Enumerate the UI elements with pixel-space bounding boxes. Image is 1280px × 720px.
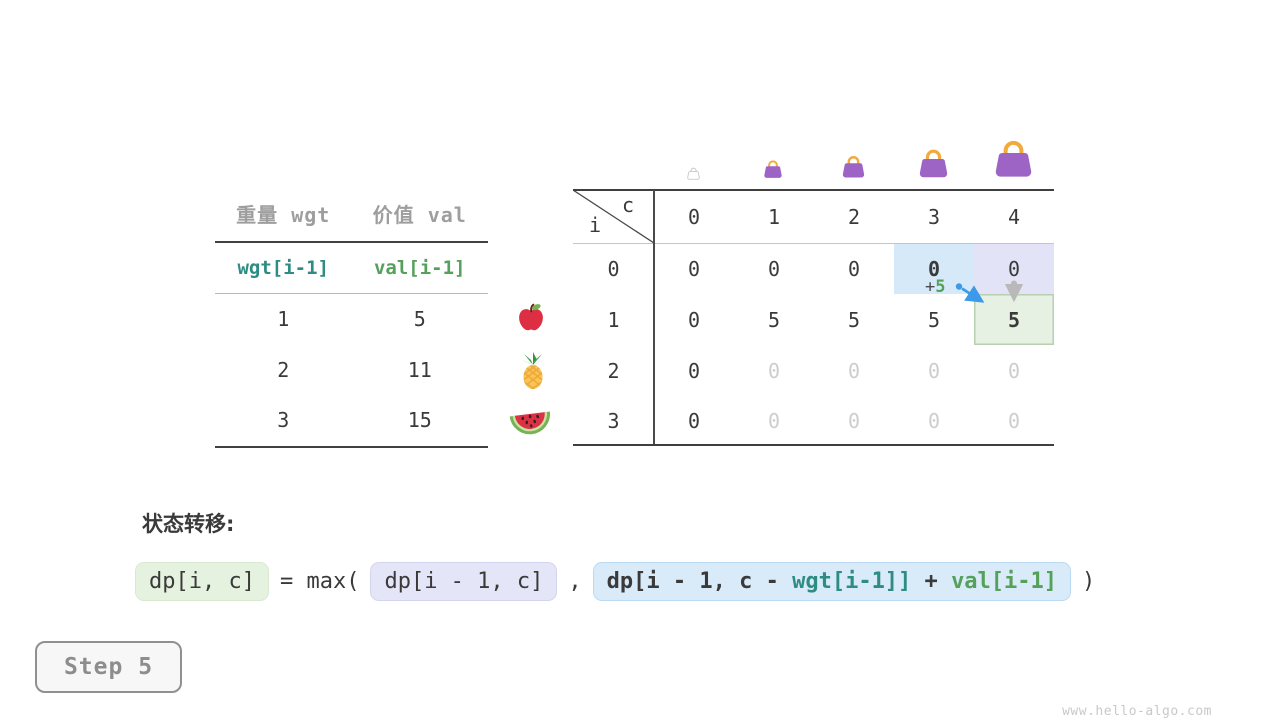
step-indicator: Step 5 bbox=[35, 641, 182, 693]
dp-cell-i2-c2: 0 bbox=[847, 358, 861, 383]
dp-corner-cell: c i bbox=[573, 190, 654, 243]
items-table-cell: 15 bbox=[407, 408, 432, 433]
dp-cell-i1-c2: 5 bbox=[847, 307, 861, 332]
plus-sign: + bbox=[925, 277, 936, 297]
dp-cell-i1-c3: 5 bbox=[927, 307, 941, 332]
items-table-header-weight: 重量 wgt bbox=[236, 203, 331, 227]
dp-col-header: 3 bbox=[927, 204, 941, 229]
dp-cell-i3-c0: 0 bbox=[687, 409, 701, 433]
bag-icon bbox=[991, 136, 1036, 183]
formula-close-paren: ) bbox=[1082, 568, 1096, 594]
corner-row-label: i bbox=[589, 213, 602, 237]
dp-col-header: 0 bbox=[687, 204, 701, 229]
dp-row-header: 0 bbox=[607, 256, 620, 281]
formula-arg2-val: val[i-1] bbox=[951, 568, 1058, 594]
wgt-index-label: wgt[i-1] bbox=[237, 257, 329, 279]
transition-value-label: +5 bbox=[925, 279, 946, 296]
items-table-cell: 5 bbox=[413, 307, 426, 332]
items-table-header-value: 价值 val bbox=[372, 203, 467, 227]
dp-cell-i0-c0: 0 bbox=[687, 256, 701, 281]
watermark: www.hello-algo.com bbox=[1062, 704, 1212, 719]
dp-cell-i0-c1: 0 bbox=[767, 256, 781, 281]
apple-icon bbox=[514, 301, 548, 339]
items-table-cell: 2 bbox=[277, 357, 290, 382]
items-table-cell: 1 bbox=[277, 307, 290, 332]
state-transition-formula: dp[i, c] = max( dp[i - 1, c] , dp[i - 1,… bbox=[135, 559, 1095, 603]
dp-cell-i3-c4: 0 bbox=[1007, 409, 1021, 433]
val-index-label: val[i-1] bbox=[373, 257, 466, 279]
dp-col-header: 2 bbox=[847, 204, 861, 229]
dp-row-header: 1 bbox=[607, 307, 620, 332]
bag-icon bbox=[916, 146, 951, 183]
dp-cell-i2-c4: 0 bbox=[1007, 358, 1021, 383]
dp-cell-i3-c2: 0 bbox=[847, 409, 861, 433]
items-table-header: 重量 wgt 价值 val bbox=[215, 186, 488, 243]
pineapple-icon bbox=[515, 351, 551, 395]
capacity-bags bbox=[573, 119, 1054, 180]
dp-cell-i3-c3: 0 bbox=[927, 409, 941, 433]
dp-row-header: 3 bbox=[607, 409, 620, 433]
dp-cell-i1-c4: 5 bbox=[974, 294, 1054, 345]
formula-heading: 状态转移: bbox=[142, 512, 235, 536]
formula-operator: = max( bbox=[279, 568, 360, 594]
watermelon-icon bbox=[509, 404, 551, 442]
corner-diagonal-line bbox=[573, 190, 654, 243]
dp-cell-i1-c1: 5 bbox=[767, 307, 781, 332]
dp-cell-i0-c2: 0 bbox=[847, 256, 861, 281]
dp-cell-i3-c1: 0 bbox=[767, 409, 781, 433]
added-value: 5 bbox=[935, 277, 946, 297]
corner-col-label: c bbox=[622, 193, 635, 217]
dp-cell-i2-c1: 0 bbox=[767, 358, 781, 383]
dp-cell-i2-c0: 0 bbox=[687, 358, 701, 383]
items-table-row: 2 11 bbox=[215, 345, 488, 396]
bag-icon bbox=[762, 158, 784, 183]
empty-bag-icon bbox=[686, 165, 701, 184]
formula-arg1: dp[i - 1, c] bbox=[370, 561, 558, 601]
dp-col-header: 1 bbox=[767, 204, 781, 229]
dp-cell-i2-c3: 0 bbox=[927, 358, 941, 383]
items-table-body: 1 5 2 11 3 15 bbox=[215, 294, 488, 448]
items-table-row: 3 15 bbox=[215, 395, 488, 448]
formula-arg2-dp: dp[i - 1, c - bbox=[606, 568, 793, 594]
items-table-index-row: wgt[i-1] val[i-1] bbox=[215, 243, 488, 294]
dp-col-header: 4 bbox=[1007, 204, 1021, 229]
formula-comma: , bbox=[568, 568, 582, 594]
formula-arg2-plus: + bbox=[911, 568, 952, 594]
formula-arg2-wgt: wgt[i-1]] bbox=[792, 568, 912, 594]
dp-cell-i1-c0: 0 bbox=[687, 307, 701, 332]
formula-lhs: dp[i, c] bbox=[135, 561, 269, 601]
dp-table-top-border bbox=[573, 189, 1054, 191]
dp-table-bottom-border bbox=[573, 444, 1054, 446]
items-table-cell: 3 bbox=[277, 408, 290, 433]
formula-arg2: dp[i - 1, c - wgt[i-1]] + val[i-1] bbox=[592, 561, 1072, 601]
bag-icon bbox=[840, 153, 867, 183]
dp-row-header: 2 bbox=[607, 358, 620, 383]
dp-table-header-underline bbox=[573, 243, 1054, 244]
dp-table-vertical-line bbox=[653, 190, 655, 446]
items-table-cell: 11 bbox=[407, 357, 432, 382]
dp-cell-i0-c4: 0 bbox=[974, 243, 1054, 294]
items-table: 重量 wgt 价值 val wgt[i-1] val[i-1] 1 5 2 11 3 15 bbox=[215, 186, 488, 448]
